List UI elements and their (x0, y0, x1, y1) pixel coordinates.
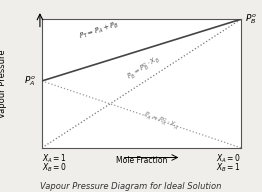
Text: $X_A = 1$: $X_A = 1$ (42, 153, 67, 166)
Text: Vapour Pressure Diagram for Ideal Solution: Vapour Pressure Diagram for Ideal Soluti… (40, 182, 222, 191)
Text: $P_A = P_A^o \cdot X_A$: $P_A = P_A^o \cdot X_A$ (141, 109, 181, 133)
Text: $P_B^o$: $P_B^o$ (245, 12, 257, 26)
Text: $X_B = 0$: $X_B = 0$ (42, 162, 67, 175)
Text: $P_T = P_A + P_B$: $P_T = P_A + P_B$ (78, 20, 121, 42)
Text: Mole Fraction: Mole Fraction (116, 156, 167, 165)
Text: $X_B = 1$: $X_B = 1$ (216, 162, 241, 175)
Text: $X_A = 0$: $X_A = 0$ (216, 153, 241, 166)
Text: $P_B = P_B^o \cdot X_B$: $P_B = P_B^o \cdot X_B$ (125, 53, 163, 84)
Text: Vapour Pressure: Vapour Pressure (0, 49, 7, 118)
Text: $P_A^o$: $P_A^o$ (24, 74, 36, 88)
